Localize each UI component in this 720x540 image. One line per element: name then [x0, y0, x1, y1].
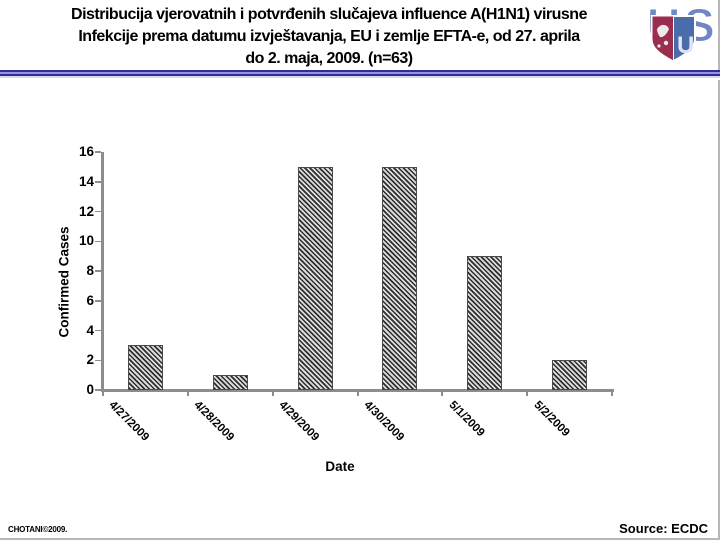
- y-tick: [95, 359, 101, 361]
- bar-4-30-2009: [382, 166, 418, 390]
- x-tick: [441, 391, 444, 396]
- bar-5-2-2009: [552, 360, 588, 390]
- x-tick: [102, 391, 104, 396]
- y-tick-label: 10: [78, 233, 94, 249]
- usu-logo: U S U: [646, 0, 718, 63]
- y-tick-label: 6: [86, 292, 94, 308]
- usu-shield-icon: U S U: [647, 0, 715, 63]
- x-axis-line: [101, 389, 614, 392]
- source-text: Source: ECDC: [619, 521, 708, 536]
- title-line-3: do 2. maja, 2009. (n=63): [245, 50, 413, 67]
- svg-text:U: U: [677, 32, 694, 59]
- title-line-1: Distribucija vjerovatnih i potvrđenih sl…: [71, 6, 587, 23]
- x-tick: [271, 391, 274, 396]
- title-line-2: Infekcije prema datumu izvještavanja, EU…: [78, 28, 580, 45]
- bar-4-28-2009: [212, 375, 248, 390]
- y-tick-label: 2: [86, 352, 94, 368]
- credit-text: CHOTANI©2009.: [8, 525, 68, 534]
- x-tick: [356, 391, 359, 396]
- y-tick: [95, 389, 101, 391]
- y-tick-label: 0: [86, 382, 94, 397]
- y-tick: [95, 240, 101, 242]
- y-axis-title: Confirmed Cases: [56, 226, 72, 338]
- x-category-label: 4/27/2009: [106, 399, 152, 444]
- y-tick: [95, 181, 101, 183]
- x-category-label: 5/1/2009: [446, 399, 487, 440]
- bar-4-27-2009: [127, 345, 163, 390]
- x-tick: [186, 391, 189, 396]
- x-category-label: 4/28/2009: [191, 399, 237, 444]
- y-axis-line: [101, 152, 104, 391]
- y-tick: [95, 210, 101, 213]
- y-tick-label: 8: [86, 263, 94, 278]
- y-tick-label: 14: [78, 173, 94, 189]
- y-tick: [95, 300, 101, 302]
- title-divider: [0, 70, 720, 80]
- y-tick-label: 4: [86, 322, 94, 338]
- x-axis-title: Date: [325, 459, 355, 474]
- bar-4-29-2009: [297, 166, 333, 390]
- slide-title: Distribucija vjerovatnih i potvrđenih sl…: [8, 4, 650, 70]
- y-tick-label: 12: [78, 203, 94, 219]
- x-category-label: 4/30/2009: [361, 399, 407, 444]
- x-tick: [611, 391, 613, 396]
- y-tick: [95, 270, 101, 272]
- y-tick: [95, 329, 101, 332]
- y-tick: [95, 151, 101, 153]
- y-tick-label: 16: [78, 144, 94, 159]
- x-tick: [526, 391, 529, 396]
- x-category-label: 4/29/2009: [276, 399, 322, 444]
- x-category-label: 5/2/2009: [531, 399, 572, 440]
- bar-5-1-2009: [467, 256, 503, 390]
